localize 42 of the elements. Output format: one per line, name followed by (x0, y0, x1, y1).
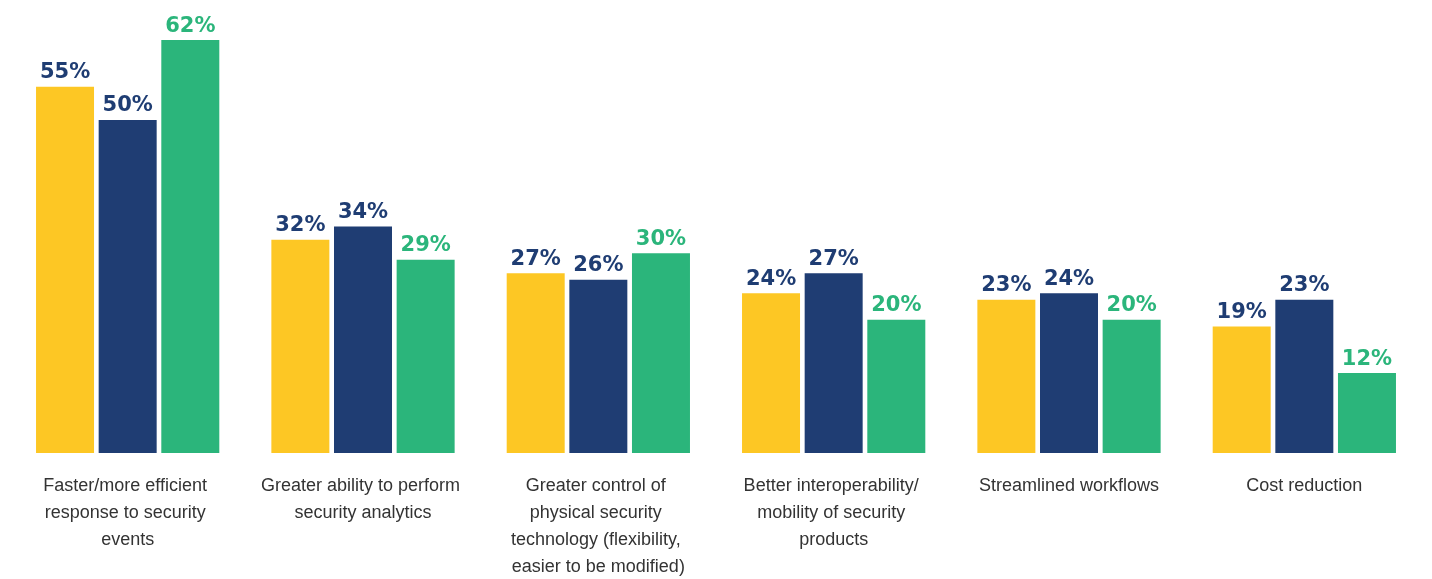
data-label: 27% (510, 245, 561, 270)
data-label: 55% (39, 59, 91, 84)
bar (1337, 373, 1396, 453)
bar (977, 299, 1036, 453)
bar (334, 226, 392, 453)
bar (569, 279, 628, 453)
x-tick-label: Greater control of physical security technology (flexibility, easier to be modified) (510, 474, 686, 576)
data-label: 27% (808, 245, 859, 270)
x-tick-label: Greater ability to perform security analytics (260, 474, 466, 522)
data-label: 12% (1341, 345, 1393, 370)
data-label: 24% (1043, 265, 1095, 290)
bar (867, 319, 926, 453)
data-label: 50% (102, 92, 153, 117)
data-label: 19% (1216, 298, 1267, 323)
data-label: 20% (1106, 292, 1157, 317)
data-label: 23% (981, 272, 1032, 297)
data-label: 23% (1279, 272, 1330, 297)
bar (506, 273, 565, 453)
x-tick-label: Better interoperability/ mobility of security products (743, 474, 924, 549)
data-label: 20% (871, 292, 922, 317)
data-label: 62% (165, 12, 216, 37)
bar (1040, 293, 1098, 453)
data-label: 34% (337, 199, 389, 224)
bar (36, 86, 95, 453)
data-label: 24% (745, 265, 797, 290)
bar (161, 40, 220, 453)
bar (742, 293, 801, 453)
data-label: 30% (635, 225, 687, 250)
x-tick-label: Faster/more efficient response to security events (43, 474, 213, 549)
bar (271, 239, 330, 453)
bar (1275, 299, 1334, 453)
data-label: 26% (573, 252, 624, 277)
bar (396, 259, 455, 453)
bar (631, 253, 690, 453)
x-tick-label: Streamlined workflows (978, 474, 1160, 495)
bar (98, 119, 157, 453)
bar (1102, 319, 1161, 453)
data-label: 29% (400, 232, 451, 257)
bar (1212, 326, 1271, 453)
x-tick-label: Cost reduction (1246, 474, 1363, 495)
data-label: 32% (275, 212, 326, 237)
bar (804, 273, 863, 453)
